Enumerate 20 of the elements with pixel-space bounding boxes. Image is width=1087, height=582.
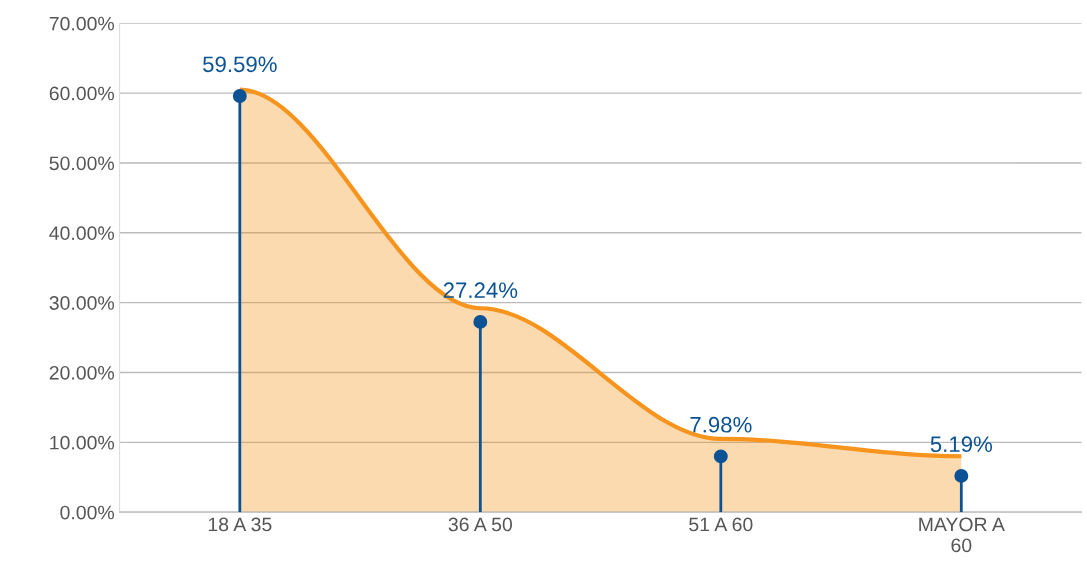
y-tick-label: 0.00%: [60, 505, 115, 520]
y-tick-label: 70.00%: [49, 16, 115, 31]
x-tick-label: 18 A 35: [208, 517, 272, 532]
data-label: 7.98%: [690, 416, 752, 433]
y-tick-label: 50.00%: [49, 156, 115, 171]
data-label: 59.59%: [203, 56, 277, 73]
point: [473, 314, 488, 329]
x-tick-label: MAYOR A 60: [919, 517, 1005, 553]
y-tick-label: 60.00%: [49, 86, 115, 101]
y-tick-label: 10.00%: [50, 435, 115, 450]
point: [713, 449, 728, 464]
point: [954, 468, 969, 483]
x-tick-label: 51 A 60: [689, 517, 753, 532]
y-tick-label: 30.00%: [49, 296, 115, 310]
data-label: 27.24%: [443, 282, 518, 298]
y-tick-label: 40.00%: [49, 226, 115, 241]
x-tick-label: 36 A 50: [448, 517, 513, 532]
y-tick-label: 20.00%: [49, 365, 115, 380]
data-label: 5.19%: [930, 436, 993, 453]
point: [232, 89, 247, 103]
